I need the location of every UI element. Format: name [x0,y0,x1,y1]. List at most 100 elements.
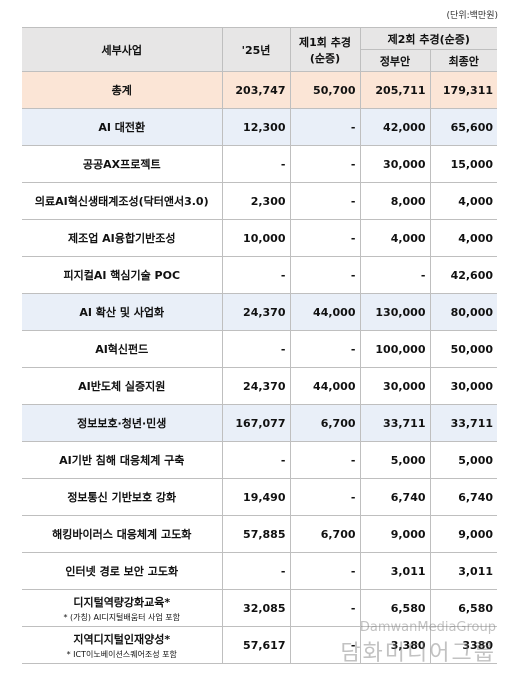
row-label: AI 확산 및 사업화 [22,293,223,331]
table-body: 총계 203,747 50,700 205,711 179,311 AI 대전환 12,30… [22,71,498,664]
value-cell: - [290,108,361,146]
table-row: 의료AI혁신생태계조성(닥터앤서3.0) 2,300-8,000 4,000 [22,182,498,220]
value-cell: 205,711 [360,71,431,109]
value-cell: 9,000 [430,515,498,553]
value-cell: 167,077 [222,404,291,442]
table-row: 총계 203,747 50,700 205,711 179,311 [22,71,498,109]
value-cell: 6,580 [430,589,498,627]
value-cell: 57,885 [222,515,291,553]
value-cell: 30,000 [430,367,498,405]
row-name: 디지털역량강화교육* [73,595,171,609]
row-name: AI 대전환 [98,121,146,134]
value-cell: 6,700 [290,404,361,442]
value-cell: 130,000 [360,293,431,331]
value-cell: 8,000 [360,182,431,220]
value-cell: - [222,552,291,590]
value-cell: 65,600 [430,108,498,146]
value-cell: - [290,219,361,257]
row-name: 정보통신 기반보호 강화 [67,491,177,504]
value-cell: 24,370 [222,367,291,405]
row-label: 피지컬AI 핵심기술 POC [22,256,223,294]
row-label: AI 대전환 [22,108,223,146]
value-cell: - [290,330,361,368]
row-label: 정보보호·청년·민생 [22,404,223,442]
value-cell: 32,085 [222,589,291,627]
header-cell: '25년 [222,27,291,72]
header-cell: 제2회 추경(순증) [360,27,498,50]
value-cell: 5,000 [360,441,431,479]
row-name: 제조업 AI융합기반조성 [67,232,176,245]
value-cell: 42,000 [360,108,431,146]
value-cell: 44,000 [290,367,361,405]
value-cell: - [290,182,361,220]
row-name: 총계 [111,84,132,97]
value-cell: 3,380 [360,626,431,664]
table-row: AI혁신펀드 - -100,000 50,000 [22,330,498,368]
value-cell: 6,580 [360,589,431,627]
row-name: AI 확산 및 사업화 [79,306,165,319]
row-name: 공공AX프로젝트 [82,158,161,171]
value-cell: 6,740 [360,478,431,516]
table-row: AI 확산 및 사업화 24,370 44,000 130,000 80,000 [22,293,498,331]
value-cell: 15,000 [430,145,498,183]
table-row: AI기반 침해 대응체계 구축 - -5,000 5,000 [22,441,498,479]
value-cell: 24,370 [222,293,291,331]
row-label: AI혁신펀드 [22,330,223,368]
row-name: 지역디지털인재양성* [73,632,171,646]
unit-label: (단위:백만원) [446,11,498,21]
header-cell: 세부사업 [22,27,223,72]
row-name: AI반도체 실증지원 [78,380,166,393]
row-label: 디지털역량강화교육* * (가칭) AI디지털배움터 사업 포함 [22,589,223,627]
table-row: 인터넷 경로 보안 고도화 - -3,011 3,011 [22,552,498,590]
row-label: 인터넷 경로 보안 고도화 [22,552,223,590]
value-cell: - [290,552,361,590]
value-cell: 2,300 [222,182,291,220]
table-row: 제조업 AI융합기반조성 10,000-4,000 4,000 [22,219,498,257]
value-cell: 3,011 [360,552,431,590]
row-name: 피지컬AI 핵심기술 POC [63,269,181,282]
value-cell: - [290,589,361,627]
table-row: 지역디지털인재양성* * ICT이노베이션스퀘어조성 포함 57,617-3,380… [22,626,498,664]
row-label: AI기반 침해 대응체계 구축 [22,441,223,479]
value-cell: - [290,626,361,664]
budget-table: 세부사업 '25년 제1회 추경 (순증) 제2회 추경(순증) 정부안 최종안 … [22,27,498,664]
value-cell: 4,000 [430,219,498,257]
row-note: * (가칭) AI디지털배움터 사업 포함 [63,612,181,622]
row-label: 정보통신 기반보호 강화 [22,478,223,516]
row-name: 인터넷 경로 보안 고도화 [65,565,179,578]
value-cell: 12,300 [222,108,291,146]
value-cell: 5,000 [430,441,498,479]
value-cell: 57,617 [222,626,291,664]
value-cell: - [222,145,291,183]
value-cell: 42,600 [430,256,498,294]
table-row: 피지컬AI 핵심기술 POC - - -42,600 [22,256,498,294]
row-label: 해킹바이러스 대응체계 고도화 [22,515,223,553]
header-cell: 정부안 [360,49,431,72]
header-line: (순증) [309,51,341,65]
value-cell: - [290,441,361,479]
table-row: 정보보호·청년·민생 167,077 6,700 33,711 33,711 [22,404,498,442]
value-cell: 179,311 [430,71,498,109]
row-label: 총계 [22,71,223,109]
header-line: 제1회 추경 [299,35,351,49]
table-row: 정보통신 기반보호 강화 19,490-6,740 6,740 [22,478,498,516]
value-cell: 30,000 [360,145,431,183]
value-cell: - [360,256,431,294]
value-cell: 50,000 [430,330,498,368]
value-cell: 4,000 [360,219,431,257]
value-cell: - [290,145,361,183]
value-cell: 6,700 [290,515,361,553]
value-cell: 4,000 [430,182,498,220]
row-label: 공공AX프로젝트 [22,145,223,183]
value-cell: 80,000 [430,293,498,331]
value-cell: 10,000 [222,219,291,257]
value-cell: 3,011 [430,552,498,590]
value-cell: - [290,256,361,294]
value-cell: - [222,330,291,368]
table-row: AI반도체 실증지원 24,370 44,000 30,000 30,000 [22,367,498,405]
value-cell: - [290,478,361,516]
header-cell: 제1회 추경 (순증) [290,27,361,72]
value-cell: 44,000 [290,293,361,331]
